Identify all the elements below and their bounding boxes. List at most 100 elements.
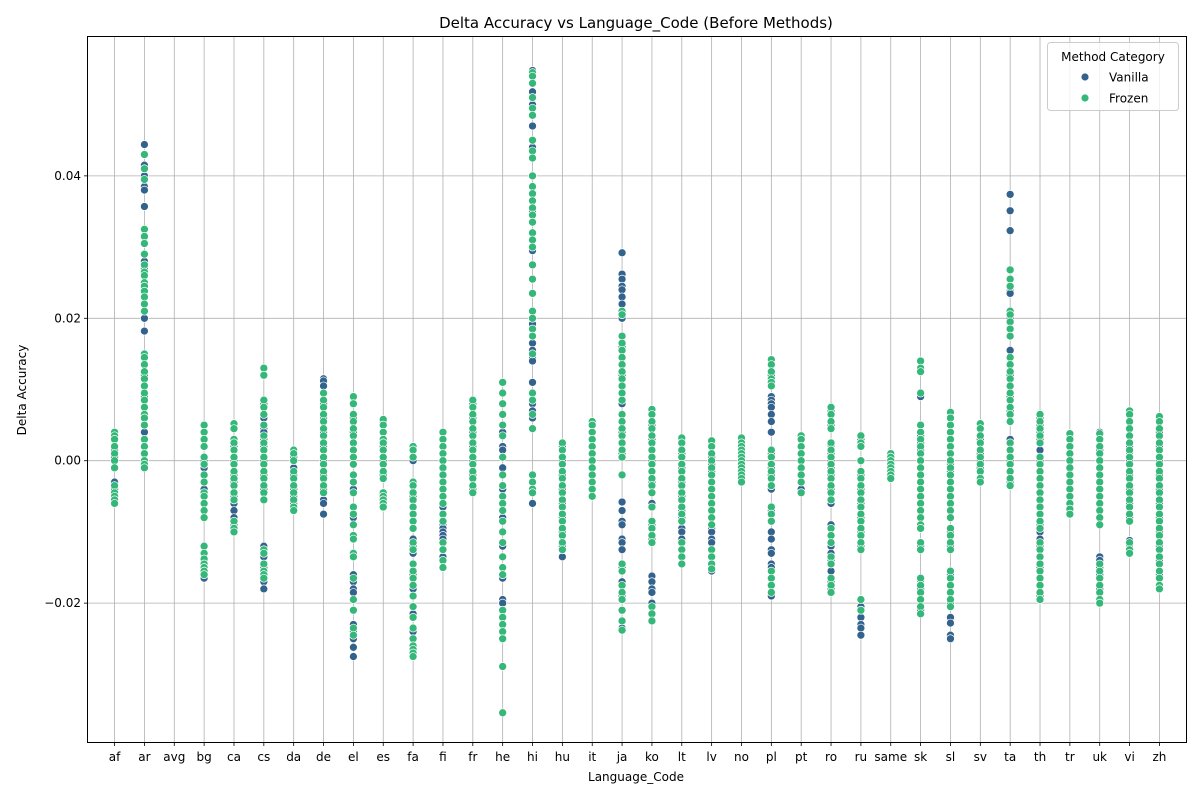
point-frozen-el-17 [349,534,358,544]
point-vanilla-pl-17 [766,548,776,558]
point-vanilla-sl-15 [946,618,955,628]
point-frozen-sk-19 [916,524,925,533]
legend-marker-vanilla [1080,72,1090,82]
point-frozen-ca-11 [229,495,239,505]
point-frozen-fa-2 [408,452,418,462]
point-frozen-sk-27 [916,609,925,619]
point-frozen-ja-27 [617,625,627,635]
point-frozen-fa-19 [408,613,418,622]
x-tick-label-no: no [734,750,749,764]
x-tick-label-ru: ru [855,750,868,764]
point-frozen-cs-21 [259,573,269,583]
point-frozen-fa-25 [408,652,418,661]
x-tick-label-lt: lt [678,750,686,764]
point-frozen-fi-10 [438,499,448,508]
point-frozen-bg-12 [199,513,209,523]
point-vanilla-hi-14 [528,378,537,387]
x-tick-label-same: same [874,750,907,764]
point-vanilla-ar-11 [140,326,149,336]
point-frozen-th-24 [1035,595,1045,604]
x-tick-label-da: da [286,750,301,764]
point-frozen-ja-18 [617,452,627,462]
point-frozen-lv-12 [707,520,716,530]
point-frozen-ru-2 [856,442,866,451]
point-frozen-he-13 [498,527,508,537]
x-tick-label-avg: avg [163,750,185,764]
point-frozen-he-6 [498,452,508,462]
point-frozen-el-1 [349,399,358,409]
point-vanilla-hi-3 [528,121,537,131]
point-frozen-ro-20 [826,588,836,597]
point-frozen-he-8 [498,481,508,490]
point-frozen-hi-6 [528,135,537,145]
point-frozen-el-14 [349,509,358,519]
point-frozen-fi-14 [438,545,448,555]
point-frozen-ja-25 [617,605,627,615]
point-frozen-bg-3 [199,442,209,451]
point-frozen-fa-17 [408,591,418,601]
x-tick-label-sl: sl [946,750,956,764]
point-frozen-he-5 [498,431,508,441]
point-vanilla-ko-11 [647,588,657,597]
point-frozen-ar-33 [140,463,149,473]
point-frozen-tr-12 [1065,509,1075,519]
point-frozen-pl-18 [766,588,776,597]
point-frozen-ru-17 [856,605,866,615]
x-tick-label-cs: cs [257,750,270,764]
point-frozen-el-20 [349,573,358,583]
point-frozen-he-22 [498,634,508,644]
point-frozen-ro-3 [826,424,836,434]
point-frozen-cs-5 [259,420,269,430]
point-frozen-es-9 [378,474,388,483]
point-frozen-ta-24 [1005,481,1015,490]
point-frozen-af-6 [110,463,119,473]
point-frozen-vi-16 [1125,516,1134,526]
point-frozen-fi-12 [438,516,448,526]
point-frozen-fa-16 [408,580,418,590]
legend-frame [1047,42,1179,111]
point-frozen-hi-3 [528,93,537,102]
point-frozen-sl-19 [946,545,955,555]
point-frozen-ta-0 [1005,265,1015,275]
point-frozen-el-12 [349,488,358,498]
point-vanilla-de-13 [319,509,328,519]
point-frozen-pl-5 [766,381,776,391]
point-frozen-ta-7 [1005,331,1015,341]
point-frozen-sl-25 [946,602,955,612]
x-tick-label-he: he [495,750,510,764]
point-frozen-sk-2 [916,367,925,377]
point-frozen-he-12 [498,516,508,526]
point-vanilla-sl-17 [946,634,955,644]
point-vanilla-el-18 [349,652,358,661]
point-vanilla-pl-7 [766,417,776,426]
point-frozen-ro-12 [826,495,836,505]
point-frozen-he-17 [498,570,508,580]
x-tick-label-pt: pt [795,750,808,764]
x-axis-label: Language_Code [588,770,684,784]
point-vanilla-ta-2 [1005,226,1015,236]
point-frozen-ca-14 [229,527,239,537]
x-tick-label-lv: lv [706,750,716,764]
point-frozen-no-12 [737,477,746,487]
point-vanilla-ta-1 [1005,206,1015,216]
point-frozen-hi-34 [528,488,537,498]
x-tick-label-sk: sk [914,750,927,764]
point-frozen-lv-16 [707,564,716,574]
point-frozen-uk-20 [1095,598,1105,608]
point-frozen-cs-15 [259,495,269,505]
point-frozen-hi-21 [528,289,537,298]
x-tick-label-ja: ja [616,750,628,764]
legend: Method Category Vanilla Frozen [1047,42,1179,111]
point-frozen-fa-10 [408,524,418,533]
point-frozen-sk-3 [916,388,925,398]
x-tick-label-ta: ta [1004,750,1016,764]
point-frozen-da-9 [289,506,299,515]
x-tick-label-bg: bg [197,750,212,764]
point-frozen-hi-25 [528,331,537,341]
point-frozen-bg-5 [199,459,209,469]
point-frozen-pl-14 [766,516,776,526]
point-frozen-he-11 [498,506,508,515]
x-tick-label-ar: ar [138,750,150,764]
point-frozen-ta-17 [1005,417,1015,426]
